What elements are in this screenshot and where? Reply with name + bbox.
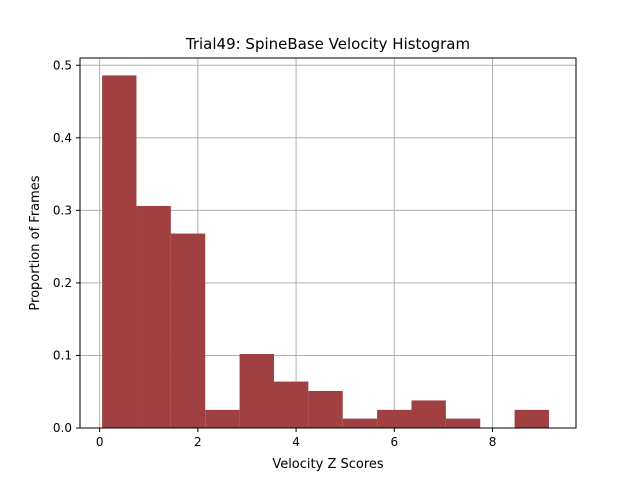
x-axis-label: Velocity Z Scores [272,457,384,472]
x-tick-label: 8 [489,435,497,449]
x-tick-label: 0 [96,435,104,449]
histogram-bar [342,418,378,428]
histogram-bar [170,233,206,428]
y-tick-label: 0.0 [53,421,72,435]
chart-title: Trial49: SpineBase Velocity Histogram [185,35,470,53]
histogram-bar [308,391,343,428]
histogram-bar [273,381,309,428]
bars [102,75,549,428]
x-tick-label: 6 [390,435,398,449]
y-tick-label: 0.2 [53,276,72,290]
histogram-bar [377,409,412,428]
x-tick-label: 2 [194,435,202,449]
histogram-bar [205,409,240,428]
y-axis-label: Proportion of Frames [28,175,43,310]
histogram-bar [136,206,171,428]
y-tick-label: 0.5 [53,58,72,72]
histogram-bar [514,409,549,428]
histogram-bar [445,418,481,428]
histogram-bar [102,75,137,428]
ticks: 0 2 4 6 8 0.0 0.1 0.2 0.3 0.4 0.5 [53,58,496,449]
plot-frame [79,57,577,429]
histogram-bar [239,354,274,428]
y-tick-label: 0.4 [53,131,72,145]
x-tick-label: 4 [292,435,300,449]
y-tick-label: 0.3 [53,203,72,217]
histogram-bar [411,400,446,428]
y-tick-label: 0.1 [53,348,72,362]
